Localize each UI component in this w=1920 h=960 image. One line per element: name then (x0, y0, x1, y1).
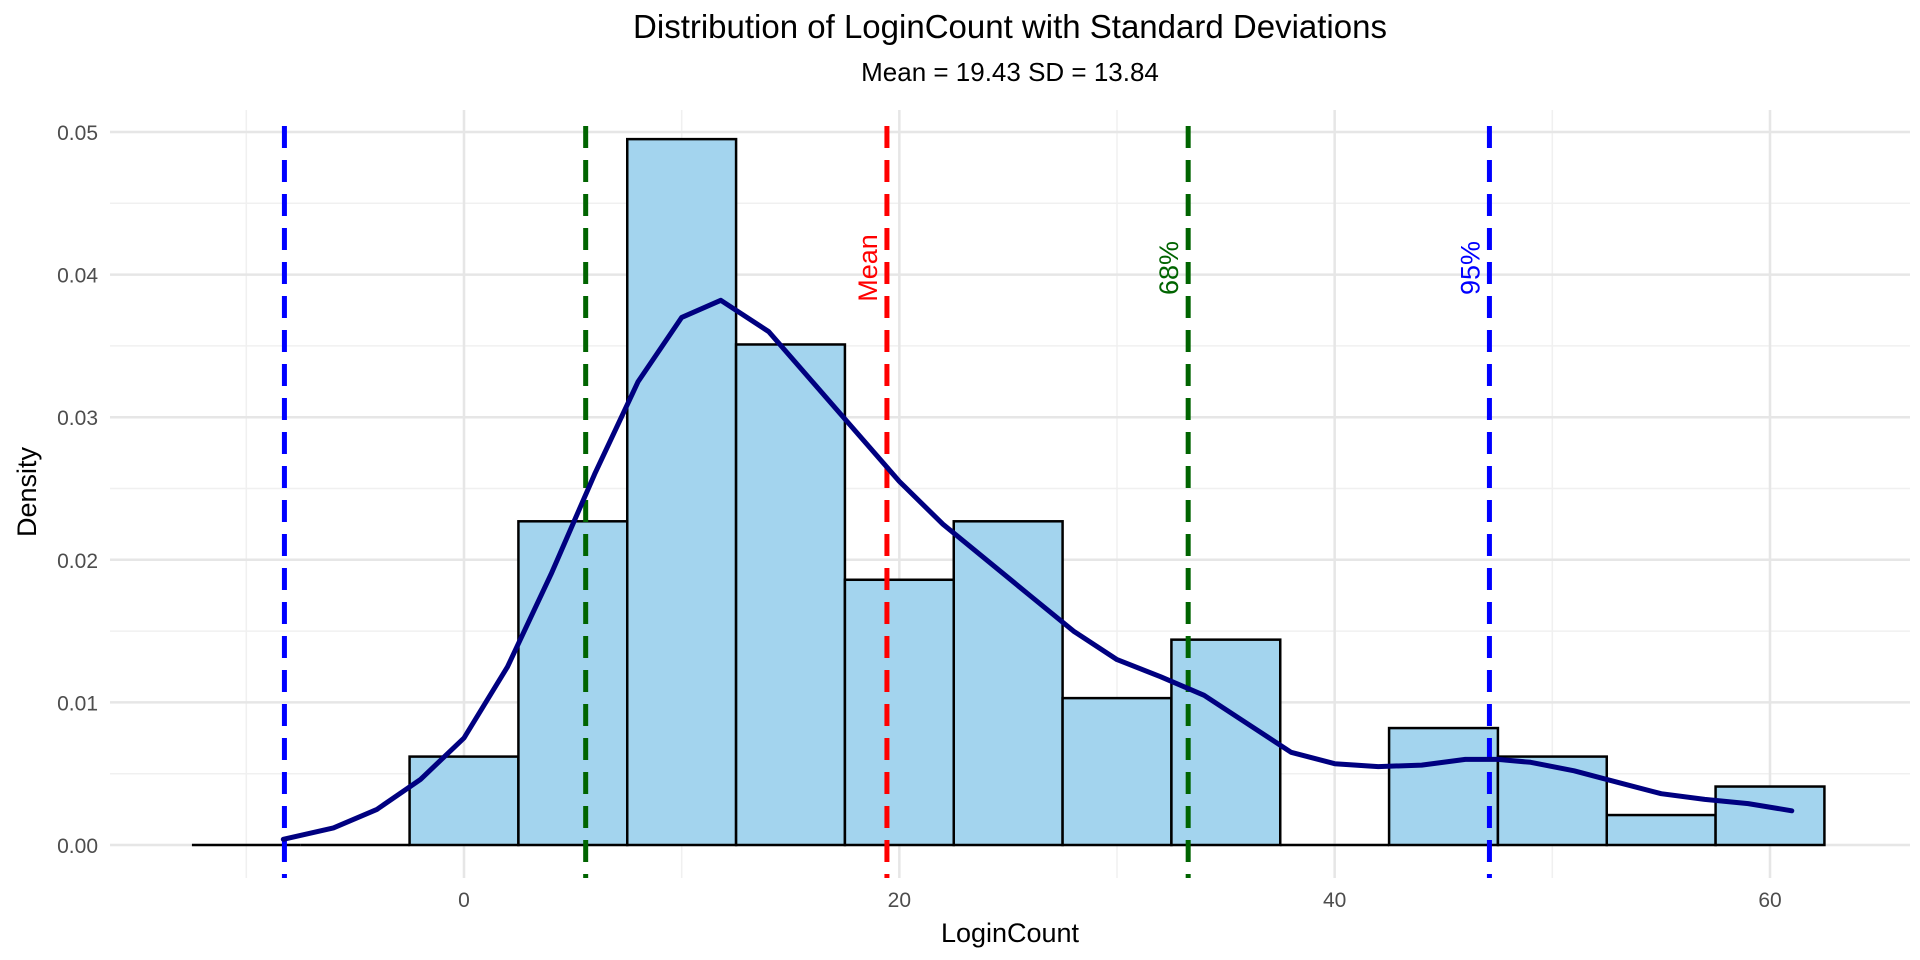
y-tick-label: 0.04 (57, 265, 98, 288)
histogram-bar (517, 520, 629, 847)
histogram-bar (1714, 785, 1826, 847)
density-curve-layer (280, 297, 1795, 842)
density-curve (280, 297, 1795, 842)
chart-subtitle: Mean = 19.43 SD = 13.84 (861, 57, 1159, 87)
y-tick-label: 0.03 (57, 407, 98, 430)
sd-line-label: 95% (1455, 241, 1485, 295)
axis-layer: 0.00 0.01 0.02 0.03 0.04 0.05 0 20 40 60 (57, 122, 1782, 912)
y-tick-label: 0.05 (57, 122, 98, 145)
y-tick-label: 0.01 (57, 692, 98, 715)
x-tick-label: 20 (888, 889, 911, 912)
histogram-bar (952, 520, 1064, 847)
chart-title: Distribution of LoginCount with Standard… (633, 8, 1387, 45)
x-tick-label: 0 (458, 889, 470, 912)
histogram-bar (734, 343, 847, 847)
y-tick-label: 0.00 (57, 835, 98, 858)
histogram-bar (408, 755, 520, 847)
histogram-bar (1496, 755, 1608, 847)
histogram-bar (626, 137, 738, 847)
x-tick-label: 40 (1323, 889, 1346, 912)
histogram-bar (1061, 696, 1173, 847)
sd-line-label: Mean (853, 234, 883, 302)
y-tick-label: 0.02 (57, 550, 98, 573)
y-axis-label: Density (12, 446, 42, 537)
sd-lines-layer: Mean 68% 95% (281, 126, 1492, 878)
x-tick-label: 60 (1758, 889, 1781, 912)
bar-layer (191, 137, 1826, 847)
sd-line-label: 68% (1154, 241, 1184, 295)
histogram-bar (843, 578, 956, 847)
histogram-bar (1605, 813, 1717, 847)
histogram-bar (1387, 726, 1500, 847)
x-axis-label: LoginCount (941, 918, 1080, 948)
